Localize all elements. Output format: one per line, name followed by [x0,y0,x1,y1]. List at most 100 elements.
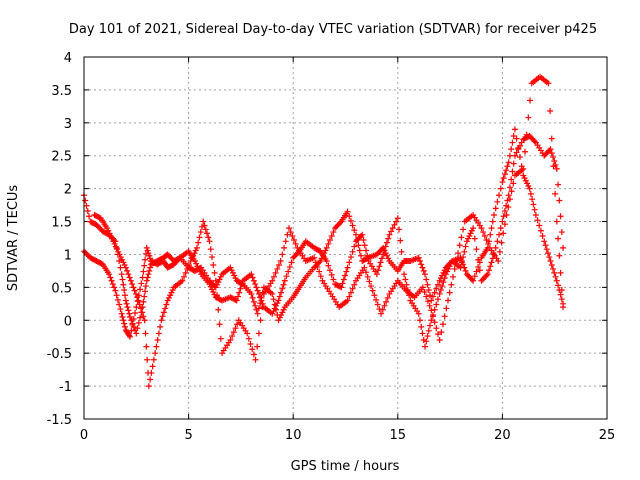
data-point [122,292,129,299]
data-point [136,301,143,308]
data-point [132,290,139,297]
data-point [234,321,241,328]
data-point [382,250,389,257]
data-point [445,297,452,304]
data-point [418,323,425,330]
data-point [431,306,438,313]
data-point [163,301,170,308]
data-point [457,264,464,271]
data-point [548,261,555,268]
data-point [508,188,515,195]
data-point [137,286,144,293]
data-point [232,325,239,332]
data-point [255,290,262,297]
data-point [433,325,440,332]
data-point [337,219,344,226]
y-tick-label: 2 [64,183,72,198]
data-point [255,305,262,312]
data-point [227,264,234,271]
y-tick-label: 2.5 [51,150,72,165]
data-point [462,243,469,250]
data-point [555,235,562,242]
data-point [525,114,532,121]
data-point [272,269,279,276]
x-tick-label: 25 [599,428,616,443]
data-point [280,281,287,288]
data-point [491,211,498,218]
data-point [484,271,491,278]
data-point [84,208,91,215]
data-point [269,290,276,297]
data-point [391,221,398,228]
data-point [483,236,490,243]
data-point [139,274,146,281]
data-point [347,217,354,224]
y-axis-label: SDTVAR / TECUs [6,185,21,292]
data-point [319,252,326,259]
data-point [516,142,523,149]
data-point [460,254,467,261]
data-point [364,255,371,262]
data-point [440,269,447,276]
data-point [142,256,149,263]
data-point [202,226,209,233]
data-point [116,301,123,308]
data-point [275,261,282,268]
data-point [468,276,475,283]
data-point [506,196,513,203]
data-point [339,280,346,287]
data-point [346,259,353,266]
data-point [539,233,546,240]
data-point [195,239,202,246]
data-point [508,176,515,183]
data-point [207,246,214,253]
data-point [115,248,122,255]
data-point [511,152,518,159]
data-point [441,313,448,320]
data-point [383,252,390,259]
y-tick-label: 4 [64,51,72,66]
data-point [524,180,531,187]
data-point [509,168,516,175]
data-point [258,294,265,301]
data-point [537,227,544,234]
data-point [274,265,281,272]
data-point [121,286,128,293]
data-point [273,306,280,313]
data-point [467,230,474,237]
data-point [134,325,141,332]
data-point [495,258,502,265]
data-point [117,264,124,271]
data-point [118,271,125,278]
data-point [209,286,216,293]
data-point [346,213,353,220]
data-point [347,254,354,261]
data-point [164,297,171,304]
data-point [403,281,410,288]
y-tick-label: -1 [59,380,72,395]
data-point [237,285,244,292]
data-point [443,305,450,312]
data-point [165,294,172,301]
data-point [393,218,400,225]
data-point [209,254,216,261]
data-point [154,337,161,344]
data-point [250,298,257,305]
data-point [424,333,431,340]
data-point [327,236,334,243]
data-point [548,150,555,157]
data-point [381,302,388,309]
data-point [436,337,443,344]
data-point [536,222,543,229]
data-point [314,263,321,270]
data-point [137,314,144,321]
data-point [275,317,282,324]
data-point [277,258,284,265]
data-point [478,225,485,232]
data-point [510,160,517,167]
data-point [288,259,295,266]
data-point [126,274,133,281]
data-point [119,313,126,320]
data-point [550,265,557,272]
data-point [323,244,330,251]
